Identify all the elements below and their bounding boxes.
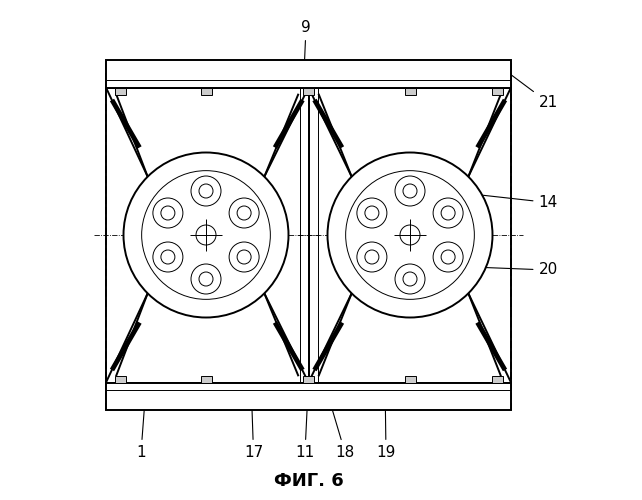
Circle shape — [357, 242, 387, 272]
Circle shape — [153, 242, 183, 272]
Circle shape — [161, 206, 175, 220]
Circle shape — [199, 184, 213, 198]
Circle shape — [123, 152, 288, 318]
Text: 19: 19 — [376, 383, 395, 460]
Circle shape — [400, 225, 420, 245]
Text: 1: 1 — [136, 390, 146, 460]
Text: 20: 20 — [444, 262, 558, 278]
Bar — [200, 88, 211, 94]
Circle shape — [327, 152, 492, 318]
Circle shape — [433, 242, 463, 272]
Circle shape — [237, 206, 251, 220]
Bar — [114, 376, 125, 382]
Circle shape — [441, 206, 455, 220]
Circle shape — [365, 206, 379, 220]
Circle shape — [357, 198, 387, 228]
Circle shape — [229, 242, 259, 272]
Circle shape — [191, 264, 221, 294]
Circle shape — [403, 272, 417, 286]
Circle shape — [191, 176, 221, 206]
Text: ФИГ. 6: ФИГ. 6 — [273, 472, 343, 490]
Bar — [404, 88, 415, 94]
Bar — [106, 382, 511, 410]
Bar — [303, 376, 314, 382]
Circle shape — [345, 170, 474, 300]
Circle shape — [153, 198, 183, 228]
Circle shape — [237, 250, 251, 264]
Circle shape — [441, 250, 455, 264]
Circle shape — [365, 250, 379, 264]
Bar — [114, 88, 125, 94]
Circle shape — [395, 264, 425, 294]
Circle shape — [433, 198, 463, 228]
Circle shape — [229, 198, 259, 228]
Circle shape — [142, 170, 270, 300]
Bar — [200, 376, 211, 382]
Bar — [106, 60, 511, 88]
Bar — [303, 88, 314, 94]
Text: 11: 11 — [295, 383, 315, 460]
Text: 14: 14 — [472, 194, 558, 210]
Circle shape — [395, 176, 425, 206]
Text: 21: 21 — [508, 72, 558, 110]
Bar — [492, 88, 503, 94]
Circle shape — [161, 250, 175, 264]
Bar — [404, 376, 415, 382]
Bar — [492, 376, 503, 382]
Text: 18: 18 — [324, 382, 354, 460]
Text: 17: 17 — [244, 383, 263, 460]
Circle shape — [403, 184, 417, 198]
Circle shape — [199, 272, 213, 286]
Circle shape — [196, 225, 216, 245]
Text: 9: 9 — [301, 20, 311, 82]
